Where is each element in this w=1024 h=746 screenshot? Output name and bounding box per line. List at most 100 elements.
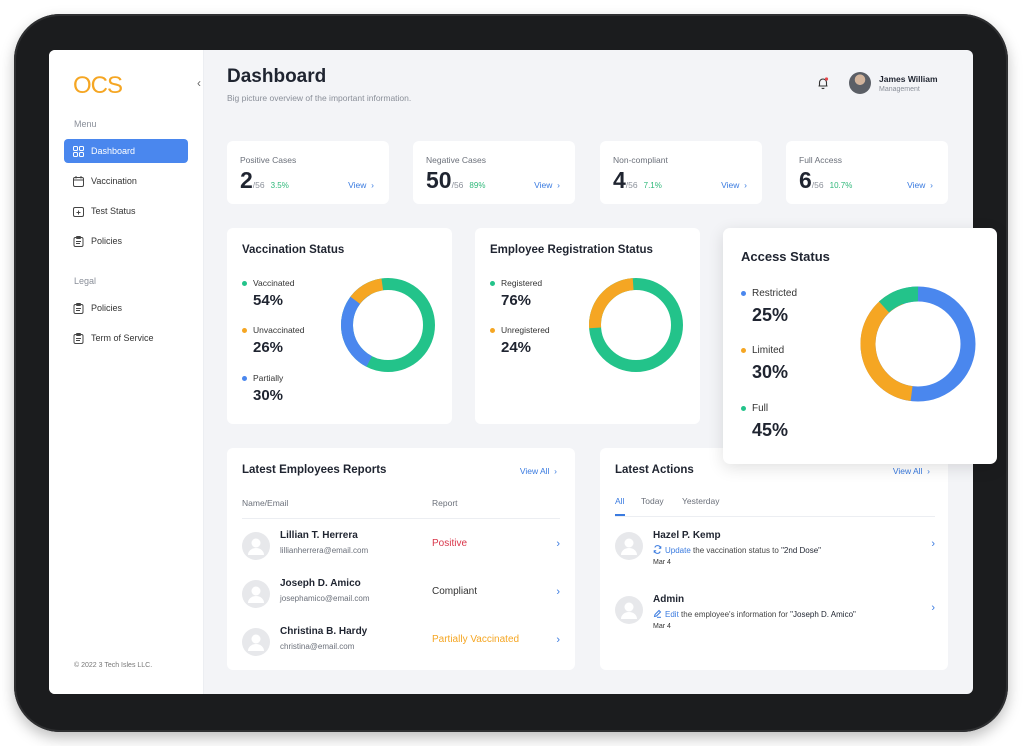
report-status: Compliant: [432, 586, 478, 597]
legend-label: Registered: [501, 278, 543, 288]
latest-actions-card: Latest Actions View All › All Today Yest…: [600, 448, 948, 670]
tab-yesterday[interactable]: Yesterday: [682, 496, 720, 506]
grid-icon: [73, 145, 84, 157]
stat-card-full-access: Full Access 6/56 10.7% View ›: [786, 141, 948, 204]
clipboard-icon: [73, 235, 84, 247]
view-button[interactable]: View ›: [907, 180, 933, 190]
legend-value: 45%: [752, 420, 789, 440]
user-role: Management: [879, 86, 920, 93]
action-date: Mar 4: [653, 623, 671, 630]
column-header-name: Name/Email: [242, 498, 289, 508]
copyright-text: © 2022 3 Tech Isles LLC.: [74, 662, 153, 669]
stat-label: Positive Cases: [240, 155, 297, 165]
access-status-card: Access Status Restricted 25% Limited 30%…: [723, 228, 997, 464]
legal-section-label: Legal: [74, 276, 97, 286]
stat-value: 2/56 3.5%: [240, 167, 289, 193]
table-row[interactable]: Lillian T. Herrera lillianherrera@email.…: [242, 528, 560, 568]
stat-percent: 10.7%: [829, 181, 853, 190]
action-description: Update the vaccination status to "2nd Do…: [653, 545, 821, 555]
sidebar-item-test-status[interactable]: Test Status: [64, 199, 188, 223]
sidebar-item-label: Test Status: [91, 206, 136, 216]
stat-label: Full Access: [799, 155, 842, 165]
stat-percent: 7.1%: [643, 181, 662, 190]
employee-email: lillianherrera@email.com: [280, 546, 369, 555]
donut-segment-full: [878, 286, 919, 313]
latest-employees-reports-card: Latest Employees Reports View All › Name…: [227, 448, 575, 670]
employee-email: christina@email.com: [280, 642, 355, 651]
avatar: [242, 580, 270, 608]
table-row[interactable]: Joseph D. Amico josephamico@email.com Co…: [242, 576, 560, 616]
avatar: [615, 596, 643, 624]
refresh-icon: [653, 545, 662, 554]
report-status: Partially Vaccinated: [432, 634, 520, 645]
legend-value: 30%: [253, 387, 284, 404]
view-all-link[interactable]: View All ›: [892, 466, 930, 476]
card-title: Employee Registration Status: [490, 244, 653, 256]
legend-label: Vaccinated: [253, 278, 295, 288]
sidebar-item-label: Term of Service: [91, 333, 154, 343]
chevron-right-icon[interactable]: ›: [931, 602, 935, 614]
divider: [242, 518, 560, 519]
employee-email: josephamico@email.com: [280, 594, 370, 603]
chevron-right-icon[interactable]: ›: [556, 586, 560, 598]
card-title: Latest Employees Reports: [242, 464, 387, 476]
stat-percent: 3.5%: [270, 181, 289, 190]
legend-value: 30%: [752, 362, 789, 382]
stat-percent: 89%: [469, 181, 486, 190]
view-button[interactable]: View ›: [721, 180, 747, 190]
clipboard-icon: [73, 302, 84, 314]
legend-dot: [490, 281, 495, 286]
card-title: Vaccination Status: [242, 244, 345, 256]
calendar-plus-icon: [73, 206, 84, 217]
legend-value: 24%: [501, 339, 532, 356]
action-date: Mar 4: [653, 559, 671, 566]
legend-dot: [242, 281, 247, 286]
sidebar-item-vaccination[interactable]: Vaccination: [64, 169, 188, 193]
avatar: [242, 532, 270, 560]
sidebar-item-term-of-service[interactable]: Term of Service: [64, 326, 188, 350]
sidebar-item-policies[interactable]: Policies: [64, 229, 188, 253]
legend-label: Full: [752, 403, 769, 414]
legend-dot: [741, 291, 746, 296]
sidebar-item-label: Vaccination: [91, 176, 137, 186]
donut-segment-unvaccinated: [350, 278, 384, 305]
sidebar-item-label: Dashboard: [91, 146, 136, 156]
view-all-link[interactable]: View All ›: [519, 466, 557, 476]
sidebar-item-dashboard[interactable]: Dashboard: [64, 139, 188, 163]
stat-value: 4/56 7.1%: [613, 167, 662, 193]
tab-today[interactable]: Today: [641, 496, 664, 506]
avatar: [615, 532, 643, 560]
chevron-right-icon[interactable]: ›: [931, 538, 935, 550]
action-item[interactable]: Admin Edit the employee's information fo…: [615, 592, 935, 640]
chevron-right-icon[interactable]: ›: [556, 634, 560, 646]
edit-icon: [653, 609, 662, 618]
table-row[interactable]: Christina B. Hardy christina@email.com P…: [242, 624, 560, 664]
employee-name: Christina B. Hardy: [280, 626, 368, 637]
legend-dot: [242, 328, 247, 333]
donut-segment-unregistered: [589, 278, 634, 329]
view-button[interactable]: View ›: [348, 180, 374, 190]
legend-label: Unvaccinated: [253, 325, 305, 335]
action-item[interactable]: Hazel P. Kemp Update the vaccination sta…: [615, 528, 935, 576]
access-donut-chart: [860, 286, 976, 402]
tab-all[interactable]: All: [615, 496, 625, 506]
sidebar-item-label: Policies: [91, 303, 123, 313]
stat-label: Negative Cases: [426, 155, 487, 165]
stat-value: 6/56 10.7%: [799, 167, 853, 193]
legend-label: Restricted: [752, 288, 798, 299]
legend-dot: [741, 348, 746, 353]
legend-value: 76%: [501, 292, 532, 309]
user-avatar[interactable]: [849, 72, 871, 94]
legend-value: 54%: [253, 292, 284, 309]
user-name: James William: [879, 74, 938, 84]
legend-value: 25%: [752, 305, 789, 325]
chevron-right-icon[interactable]: ›: [556, 538, 560, 550]
calendar-icon: [73, 175, 84, 187]
stat-label: Non-compliant: [613, 155, 668, 165]
sidebar-item-legal-policies[interactable]: Policies: [64, 296, 188, 320]
clipboard-icon: [73, 332, 84, 344]
view-button[interactable]: View ›: [534, 180, 560, 190]
bell-icon[interactable]: [816, 76, 830, 90]
collapse-sidebar-icon[interactable]: ‹: [197, 76, 201, 90]
registration-status-card: Employee Registration Status Registered …: [475, 228, 700, 424]
